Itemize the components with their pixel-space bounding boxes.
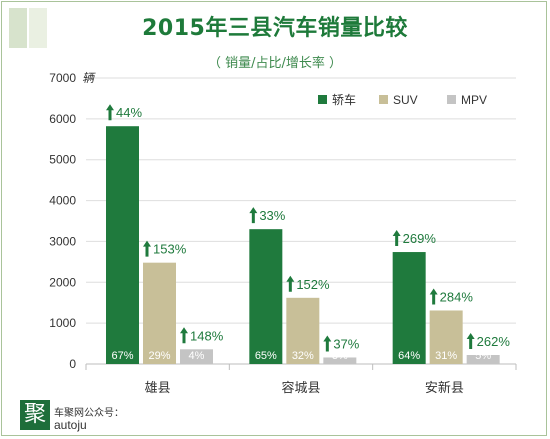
growth-label: 33% bbox=[259, 208, 285, 223]
chart-title: 2015年三县汽车销量比较 bbox=[142, 16, 408, 41]
y-tick-label: 7000 bbox=[49, 71, 76, 85]
y-tick-label: 4000 bbox=[49, 194, 76, 208]
bar-mpv bbox=[180, 349, 213, 364]
bar-sedan bbox=[392, 252, 426, 364]
growth-label: 269% bbox=[403, 231, 437, 246]
share-label: 65% bbox=[255, 350, 277, 362]
share-label: 4% bbox=[189, 350, 205, 362]
y-unit-label: 辆 bbox=[82, 71, 96, 85]
y-tick-label: 3000 bbox=[49, 234, 76, 248]
bar-mpv bbox=[323, 357, 357, 364]
growth-arrow-icon bbox=[392, 230, 401, 247]
y-tick-label: 6000 bbox=[49, 112, 76, 126]
growth-arrow-icon bbox=[466, 333, 475, 350]
bar-suv bbox=[286, 297, 320, 364]
growth-arrow-icon bbox=[249, 207, 258, 224]
legend-swatch bbox=[379, 95, 388, 104]
y-tick-label: 5000 bbox=[49, 153, 76, 167]
bar-suv bbox=[143, 262, 176, 364]
growth-label: 284% bbox=[440, 289, 474, 304]
growth-label: 152% bbox=[296, 277, 330, 292]
growth-arrow-icon bbox=[429, 288, 438, 305]
legend-label: SUV bbox=[393, 93, 418, 107]
growth-arrow-icon bbox=[323, 335, 332, 352]
growth-arrow-icon bbox=[143, 240, 151, 257]
y-tick-label: 0 bbox=[69, 357, 76, 371]
y-tick-label: 1000 bbox=[49, 316, 76, 330]
bar-sedan bbox=[106, 126, 139, 364]
share-label: 32% bbox=[292, 350, 314, 362]
growth-arrow-icon bbox=[106, 104, 114, 121]
growth-label: 148% bbox=[190, 328, 224, 343]
bar-mpv bbox=[466, 355, 500, 364]
share-label: 3% bbox=[332, 350, 348, 362]
watermark-account: autoju bbox=[54, 418, 87, 432]
growth-arrow-icon bbox=[180, 327, 188, 344]
legend-label: MPV bbox=[461, 93, 487, 107]
watermark-caption: 车聚网公众号： bbox=[54, 408, 124, 419]
corner-decoration-light bbox=[29, 8, 47, 48]
growth-label: 44% bbox=[116, 105, 142, 120]
y-tick-label: 2000 bbox=[49, 275, 76, 289]
bar-sedan bbox=[249, 229, 283, 364]
bar-suv bbox=[429, 310, 463, 364]
x-category-label: 容城县 bbox=[281, 380, 320, 396]
growth-label: 153% bbox=[153, 242, 187, 257]
legend-swatch bbox=[318, 95, 327, 104]
legend-swatch bbox=[447, 95, 456, 104]
share-label: 31% bbox=[435, 350, 457, 362]
corner-decoration bbox=[9, 8, 27, 48]
legend-label: 轿车 bbox=[332, 92, 356, 107]
share-label: 5% bbox=[475, 350, 491, 362]
chart-subtitle: （ 销量/占比/增长率 ） bbox=[207, 56, 343, 71]
growth-label: 37% bbox=[333, 336, 359, 351]
share-label: 67% bbox=[111, 350, 133, 362]
share-label: 64% bbox=[398, 350, 420, 362]
logo-icon: 聚 bbox=[20, 400, 50, 430]
growth-label: 262% bbox=[477, 334, 511, 349]
x-category-label: 雄县 bbox=[145, 381, 171, 396]
share-label: 29% bbox=[148, 350, 170, 362]
x-category-label: 安新县 bbox=[425, 380, 464, 396]
growth-arrow-icon bbox=[286, 275, 295, 292]
